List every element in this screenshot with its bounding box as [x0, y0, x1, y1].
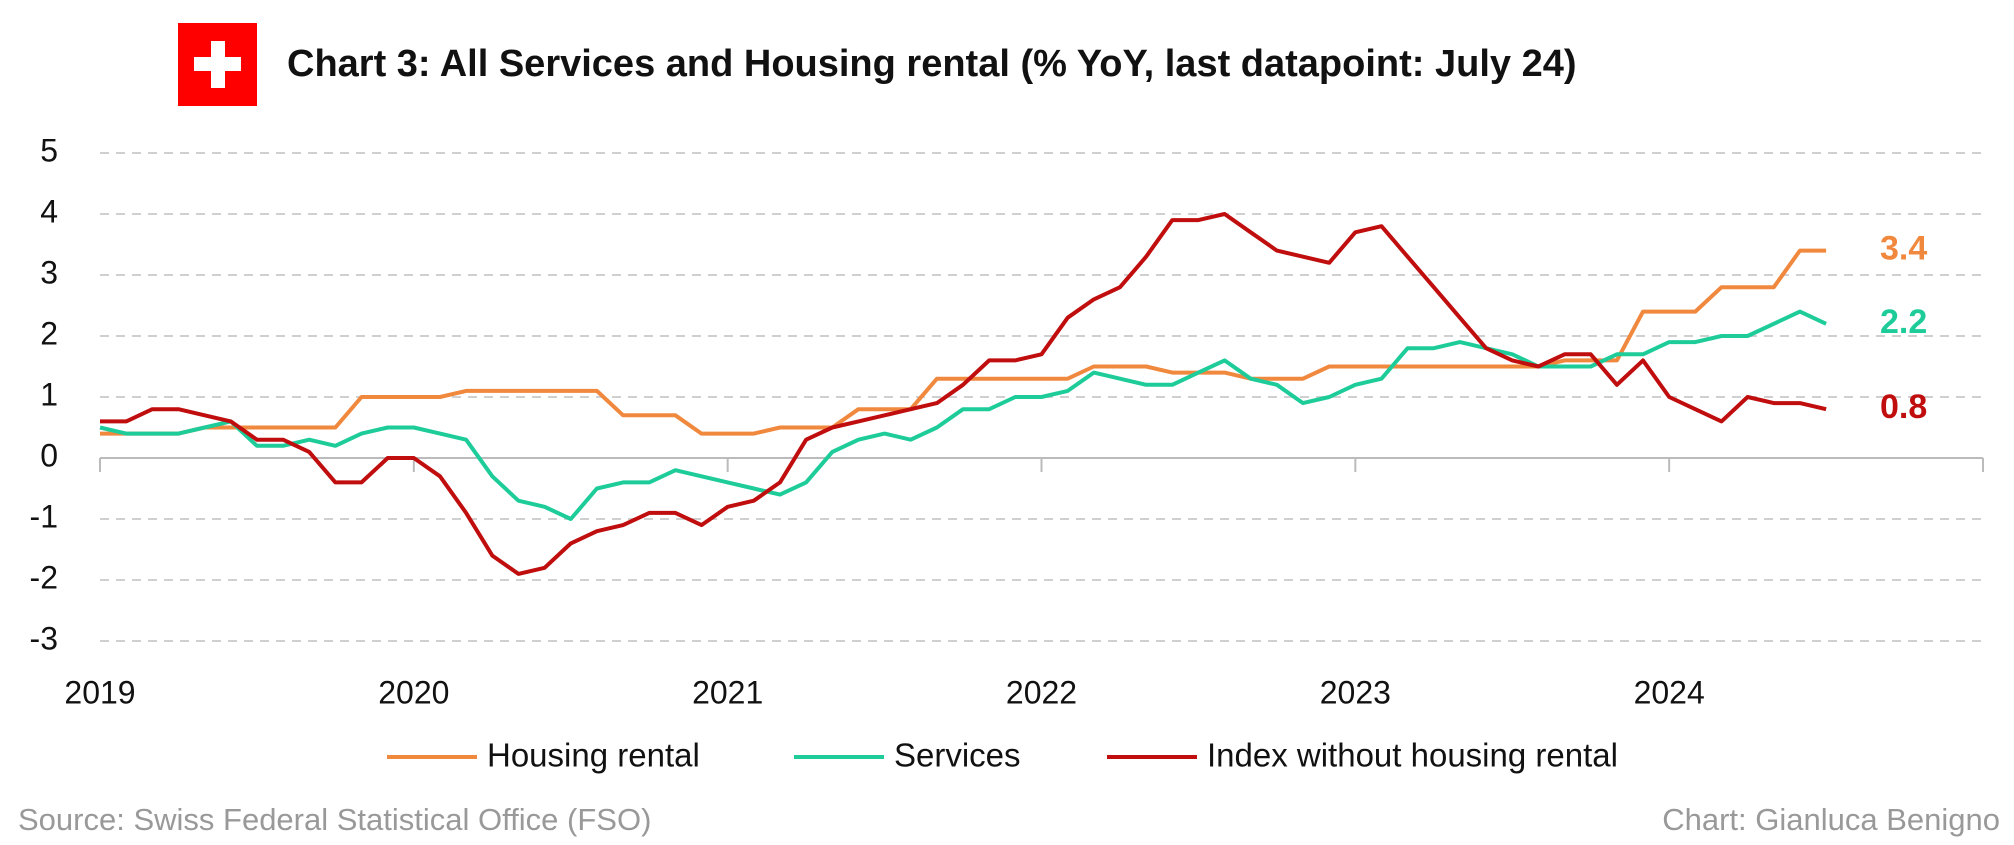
x-tick-label: 2019	[64, 674, 135, 710]
y-tick-label: 5	[40, 132, 58, 168]
y-tick-label: 0	[40, 437, 58, 473]
series-line	[100, 248, 1827, 436]
y-tick-label: 4	[40, 193, 58, 229]
x-tick-label: 2024	[1634, 674, 1705, 710]
legend-label: Housing rental	[487, 737, 700, 774]
end-label: 2.2	[1880, 303, 1927, 341]
y-tick-label: -3	[30, 620, 58, 656]
y-tick-label: 2	[40, 315, 58, 351]
x-tick-label: 2023	[1320, 674, 1391, 710]
source: Source: Swiss Federal Statistical Office…	[18, 802, 651, 837]
series-line	[100, 212, 1827, 576]
x-tick-label: 2022	[1006, 674, 1077, 710]
y-tick-label: -2	[30, 559, 58, 595]
flag-cross	[194, 57, 241, 71]
x-tick-label: 2021	[692, 674, 763, 710]
y-tick-label: -1	[30, 498, 58, 534]
series-line	[99, 309, 1827, 521]
legend-label: Index without housing rental	[1207, 737, 1618, 774]
credit: Chart: Gianluca Benigno	[1662, 802, 2000, 837]
legend-label: Services	[894, 737, 1021, 774]
x-tick-label: 2020	[378, 674, 449, 710]
y-tick-label: 1	[40, 376, 58, 412]
y-tick-label: 3	[40, 254, 58, 290]
end-label: 3.4	[1880, 230, 1927, 268]
chart-title: Chart 3: All Services and Housing rental…	[287, 43, 1577, 85]
end-label: 0.8	[1880, 388, 1927, 426]
